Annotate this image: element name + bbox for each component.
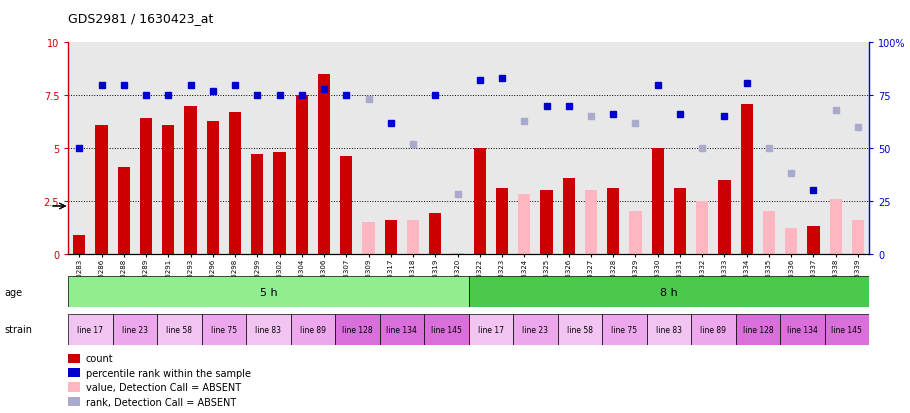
- Bar: [741, 104, 753, 254]
- Bar: [157, 314, 202, 345]
- Bar: [673, 189, 686, 254]
- Text: line 75: line 75: [211, 325, 237, 334]
- Bar: [68, 354, 80, 363]
- Bar: [585, 191, 597, 254]
- Bar: [513, 314, 558, 345]
- Text: line 83: line 83: [256, 325, 281, 334]
- Bar: [473, 149, 486, 254]
- Bar: [718, 180, 731, 254]
- Text: line 134: line 134: [787, 325, 818, 334]
- Bar: [469, 314, 513, 345]
- Bar: [113, 314, 157, 345]
- Bar: [602, 314, 647, 345]
- Bar: [562, 178, 575, 254]
- Bar: [73, 235, 86, 254]
- Bar: [735, 314, 780, 345]
- Bar: [290, 314, 335, 345]
- Text: line 145: line 145: [431, 325, 462, 334]
- Text: strain: strain: [5, 324, 33, 335]
- Text: line 23: line 23: [122, 325, 148, 334]
- Bar: [202, 314, 247, 345]
- Text: count: count: [86, 353, 114, 363]
- Bar: [424, 314, 469, 345]
- Bar: [385, 220, 397, 254]
- Text: line 128: line 128: [342, 325, 373, 334]
- Bar: [68, 368, 80, 377]
- Bar: [780, 314, 824, 345]
- Bar: [68, 382, 80, 392]
- Bar: [185, 107, 197, 254]
- Bar: [852, 220, 864, 254]
- Bar: [558, 314, 602, 345]
- Text: percentile rank within the sample: percentile rank within the sample: [86, 368, 251, 378]
- Bar: [335, 314, 379, 345]
- Text: line 89: line 89: [701, 325, 726, 334]
- Text: line 58: line 58: [567, 325, 593, 334]
- Bar: [647, 314, 691, 345]
- Bar: [696, 201, 708, 254]
- Text: line 83: line 83: [656, 325, 682, 334]
- Bar: [518, 195, 531, 254]
- Text: line 58: line 58: [167, 325, 193, 334]
- Bar: [68, 277, 469, 308]
- Bar: [379, 314, 424, 345]
- Text: rank, Detection Call = ABSENT: rank, Detection Call = ABSENT: [86, 396, 236, 407]
- Bar: [340, 157, 352, 254]
- Text: line 17: line 17: [478, 325, 504, 334]
- Text: line 145: line 145: [832, 325, 863, 334]
- Text: line 134: line 134: [387, 325, 418, 334]
- Bar: [607, 189, 620, 254]
- Text: line 23: line 23: [522, 325, 549, 334]
- Bar: [763, 212, 775, 254]
- Bar: [251, 155, 264, 254]
- Bar: [68, 314, 113, 345]
- Text: line 75: line 75: [612, 325, 637, 334]
- Bar: [830, 199, 842, 254]
- Bar: [630, 212, 642, 254]
- Text: line 17: line 17: [77, 325, 104, 334]
- Text: 5 h: 5 h: [259, 287, 278, 297]
- Bar: [430, 214, 441, 254]
- Bar: [362, 222, 375, 254]
- Bar: [469, 277, 869, 308]
- Bar: [652, 149, 664, 254]
- Bar: [785, 229, 797, 254]
- Text: line 89: line 89: [300, 325, 326, 334]
- Text: GDS2981 / 1630423_at: GDS2981 / 1630423_at: [68, 12, 214, 25]
- Text: age: age: [5, 287, 23, 297]
- Bar: [140, 119, 152, 254]
- Bar: [247, 314, 290, 345]
- Bar: [117, 168, 130, 254]
- Text: line 128: line 128: [743, 325, 774, 334]
- Bar: [541, 191, 552, 254]
- Text: value, Detection Call = ABSENT: value, Detection Call = ABSENT: [86, 382, 241, 392]
- Bar: [273, 153, 286, 254]
- Bar: [824, 314, 869, 345]
- Bar: [96, 126, 107, 254]
- Bar: [207, 121, 219, 254]
- Bar: [318, 75, 330, 254]
- Bar: [229, 113, 241, 254]
- Bar: [496, 189, 508, 254]
- Bar: [451, 253, 464, 254]
- Bar: [407, 220, 420, 254]
- Bar: [162, 126, 175, 254]
- Bar: [807, 227, 820, 254]
- Bar: [691, 314, 735, 345]
- Bar: [68, 397, 80, 406]
- Bar: [296, 96, 308, 254]
- Text: 8 h: 8 h: [660, 287, 678, 297]
